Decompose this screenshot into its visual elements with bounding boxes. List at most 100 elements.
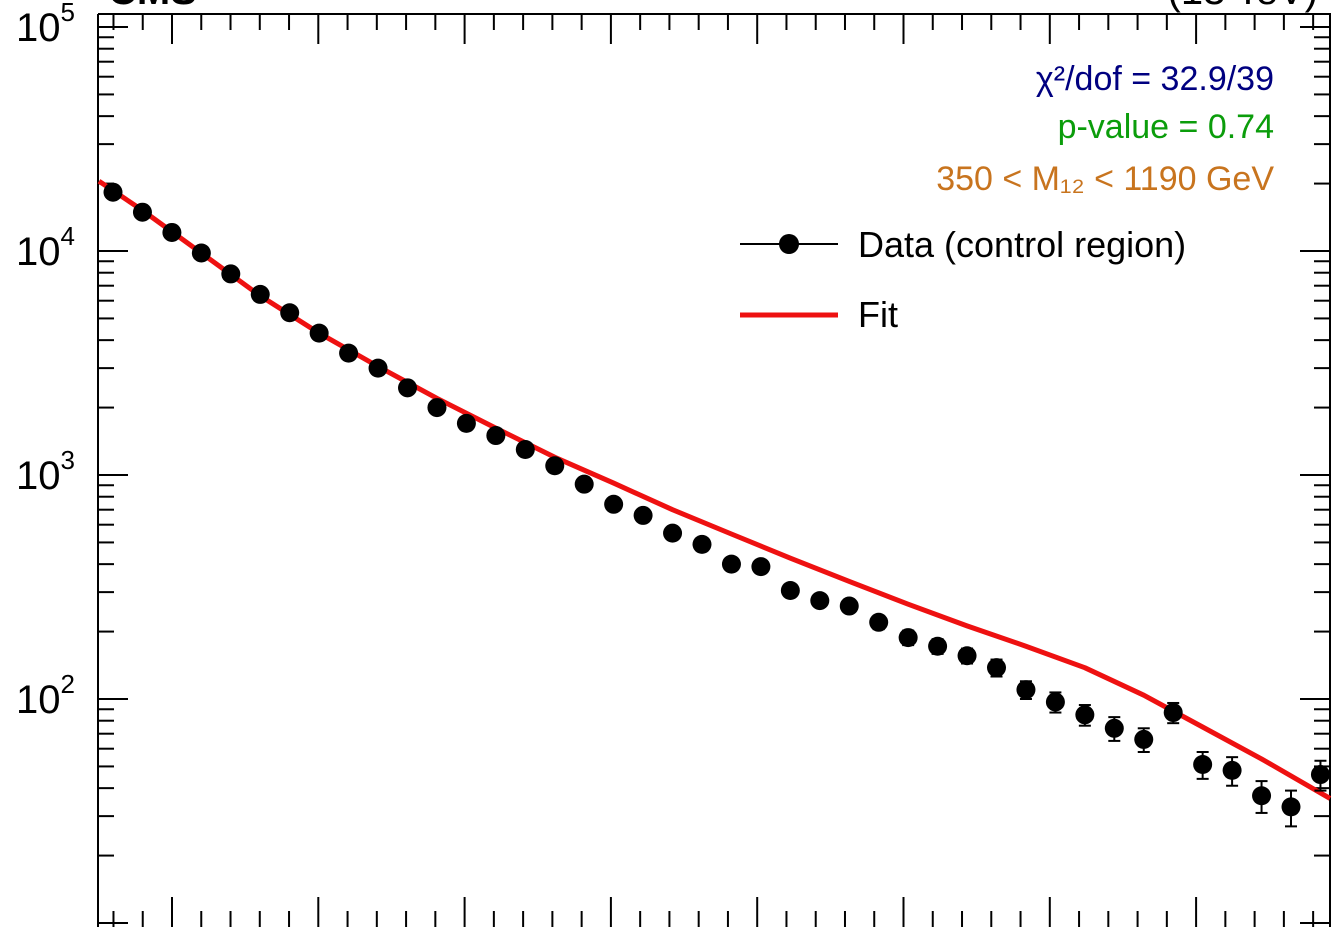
mass-range-text: 350 < M₁₂ < 1190 GeV	[936, 160, 1274, 198]
data-marker	[398, 378, 417, 398]
data-marker	[869, 612, 889, 632]
data-point	[1134, 727, 1154, 753]
data-marker	[692, 534, 712, 554]
data-point	[1163, 701, 1183, 725]
data-marker	[368, 358, 388, 378]
chi2-dof-text: χ²/dof = 32.9/39	[1036, 60, 1274, 98]
data-marker	[221, 264, 241, 284]
data-point	[250, 284, 270, 304]
data-marker	[1075, 705, 1095, 725]
data-point	[810, 591, 830, 611]
data-marker	[928, 636, 948, 656]
data-marker	[1252, 786, 1272, 806]
data-point	[957, 646, 977, 666]
data-marker	[486, 426, 506, 446]
data-point	[221, 264, 241, 284]
data-point	[1104, 716, 1124, 742]
data-marker	[1045, 692, 1065, 712]
data-point	[574, 474, 594, 494]
data-points-layer	[103, 182, 1330, 828]
data-point	[692, 534, 712, 554]
data-marker	[280, 303, 300, 323]
data-marker	[987, 658, 1006, 678]
data-point	[1222, 756, 1242, 787]
fit-curve-layer	[97, 179, 1331, 801]
data-marker	[132, 202, 152, 222]
data-point	[1193, 750, 1213, 780]
data-point	[1045, 691, 1065, 714]
data-marker	[633, 505, 653, 525]
energy-label: (13 TeV)	[1168, 0, 1318, 13]
data-point	[604, 494, 624, 514]
data-marker	[839, 596, 859, 616]
data-point	[751, 557, 771, 577]
data-point	[368, 358, 388, 378]
data-marker	[780, 581, 800, 601]
data-marker	[339, 343, 359, 363]
data-marker	[1163, 703, 1183, 723]
experiment-label: CMS	[108, 0, 197, 13]
data-point	[486, 426, 506, 446]
data-point	[663, 523, 683, 543]
data-point	[191, 243, 211, 263]
data-marker	[103, 182, 123, 202]
data-point	[721, 554, 741, 574]
data-marker	[309, 323, 329, 343]
legend-data-marker	[779, 234, 799, 254]
data-point	[545, 456, 565, 476]
data-marker	[1281, 797, 1301, 817]
data-marker	[751, 557, 771, 577]
y-tick-label: 104	[16, 221, 75, 274]
y-axis-tick-labels: 105 104 103 102	[16, 0, 75, 722]
data-marker	[721, 554, 741, 574]
data-point	[633, 505, 653, 525]
data-point	[162, 222, 182, 242]
data-point	[398, 378, 417, 398]
data-point	[515, 439, 535, 459]
data-point	[869, 612, 889, 632]
data-marker	[898, 628, 918, 648]
data-marker	[1222, 760, 1242, 780]
y-tick-label: 105	[16, 0, 75, 50]
data-point	[928, 636, 948, 656]
data-point	[1075, 704, 1095, 727]
data-point	[280, 303, 300, 323]
data-point	[1016, 680, 1036, 700]
p-value-text: p-value = 0.74	[1058, 108, 1274, 146]
legend-fit-label: Fit	[858, 294, 898, 335]
data-marker	[1104, 718, 1124, 738]
y-tick-label: 103	[16, 445, 75, 498]
data-marker	[515, 439, 535, 459]
data-point	[103, 182, 123, 202]
legend-data-label: Data (control region)	[858, 224, 1186, 265]
data-marker	[191, 243, 211, 263]
data-point	[1252, 780, 1272, 814]
data-marker	[545, 456, 565, 476]
data-point	[780, 581, 800, 601]
data-point	[1310, 759, 1330, 792]
data-point	[339, 343, 359, 363]
data-marker	[427, 398, 447, 418]
data-marker	[1134, 729, 1154, 749]
fit-curve	[97, 179, 1331, 801]
data-marker	[604, 494, 624, 514]
data-marker	[1310, 765, 1330, 785]
x-axis-ticks	[112, 14, 1315, 927]
y-tick-label: 102	[16, 669, 75, 722]
data-point	[898, 628, 918, 648]
data-marker	[810, 591, 830, 611]
data-point	[456, 413, 476, 433]
data-marker	[162, 222, 182, 242]
data-point	[987, 658, 1006, 678]
data-point	[132, 202, 152, 222]
data-marker	[1016, 680, 1036, 700]
legend: Data (control region) Fit	[740, 224, 1186, 335]
data-marker	[456, 413, 476, 433]
data-marker	[250, 284, 270, 304]
data-marker	[663, 523, 683, 543]
data-point	[309, 323, 329, 343]
data-marker	[957, 646, 977, 666]
plot-frame	[97, 13, 1331, 927]
data-marker	[574, 474, 594, 494]
